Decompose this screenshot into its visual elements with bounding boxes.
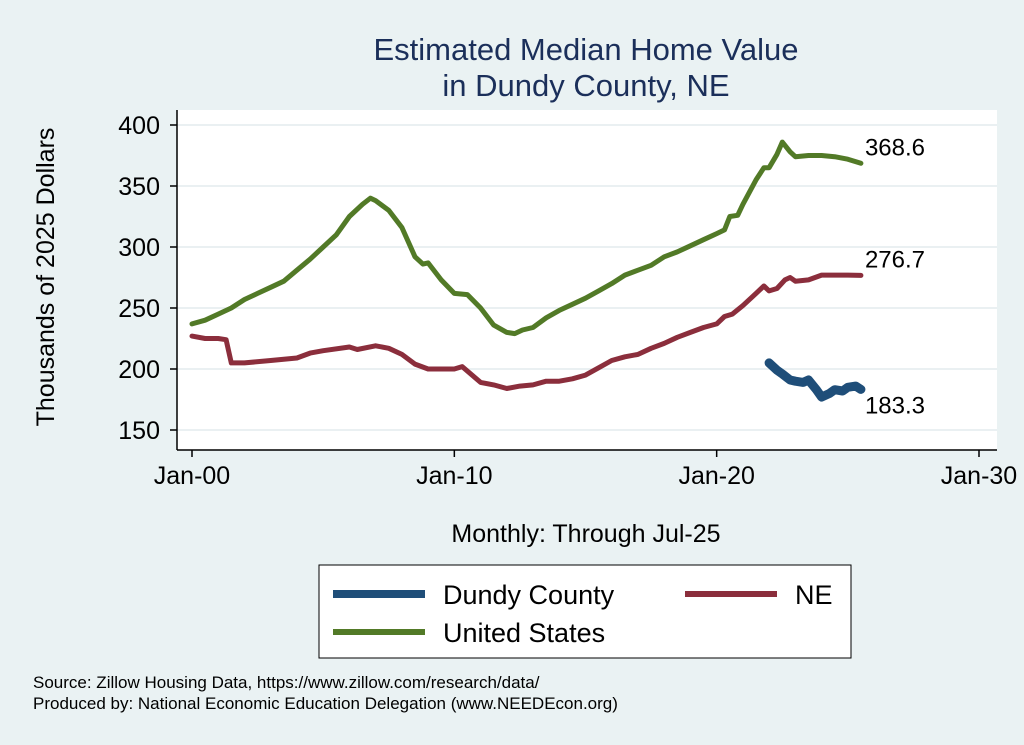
end-labels: 183.3 276.7 368.6 — [865, 134, 925, 419]
y-tick-label-200: 200 — [118, 356, 160, 384]
x-axis-ticks: Jan-00 Jan-10 Jan-20 Jan-30 — [154, 450, 1017, 490]
end-label-united-states: 368.6 — [865, 134, 925, 161]
legend-box — [318, 564, 852, 659]
legend-label-united-states: United States — [443, 618, 605, 648]
x-axis-title: Monthly: Through Jul-25 — [451, 520, 720, 548]
series-line-dundy-county — [764, 358, 866, 402]
legend-label-ne: NE — [795, 580, 833, 610]
end-label-ne: 276.7 — [865, 246, 925, 273]
series-line-ne — [189, 272, 864, 391]
gridlines — [177, 124, 997, 431]
series-line-united-states — [189, 139, 864, 337]
chart-title-line-2: in Dundy County, NE — [442, 68, 729, 103]
x-tick-label-jan-10: Jan-10 — [416, 462, 492, 490]
series-lines — [189, 139, 866, 402]
producer-note: Produced by: National Economic Education… — [33, 694, 618, 713]
y-axis-title: Thousands of 2025 Dollars — [32, 128, 60, 427]
y-axis-ticks: 150 200 250 300 350 400 — [118, 112, 177, 445]
end-label-dundy-county: 183.3 — [865, 392, 925, 419]
y-tick-label-400: 400 — [118, 112, 160, 140]
y-tick-label-350: 350 — [118, 173, 160, 201]
x-tick-label-jan-00: Jan-00 — [154, 462, 230, 490]
y-tick-label-300: 300 — [118, 234, 160, 262]
x-tick-label-jan-20: Jan-20 — [678, 462, 754, 490]
y-tick-label-150: 150 — [118, 417, 160, 445]
x-tick-label-jan-30: Jan-30 — [941, 462, 1017, 490]
legend-label-dundy-county: Dundy County — [443, 580, 615, 610]
chart-title-line-1: Estimated Median Home Value — [373, 32, 798, 67]
source-note: Source: Zillow Housing Data, https://www… — [33, 673, 540, 692]
y-tick-label-250: 250 — [118, 295, 160, 323]
legend: Dundy County NE United States — [318, 564, 852, 659]
